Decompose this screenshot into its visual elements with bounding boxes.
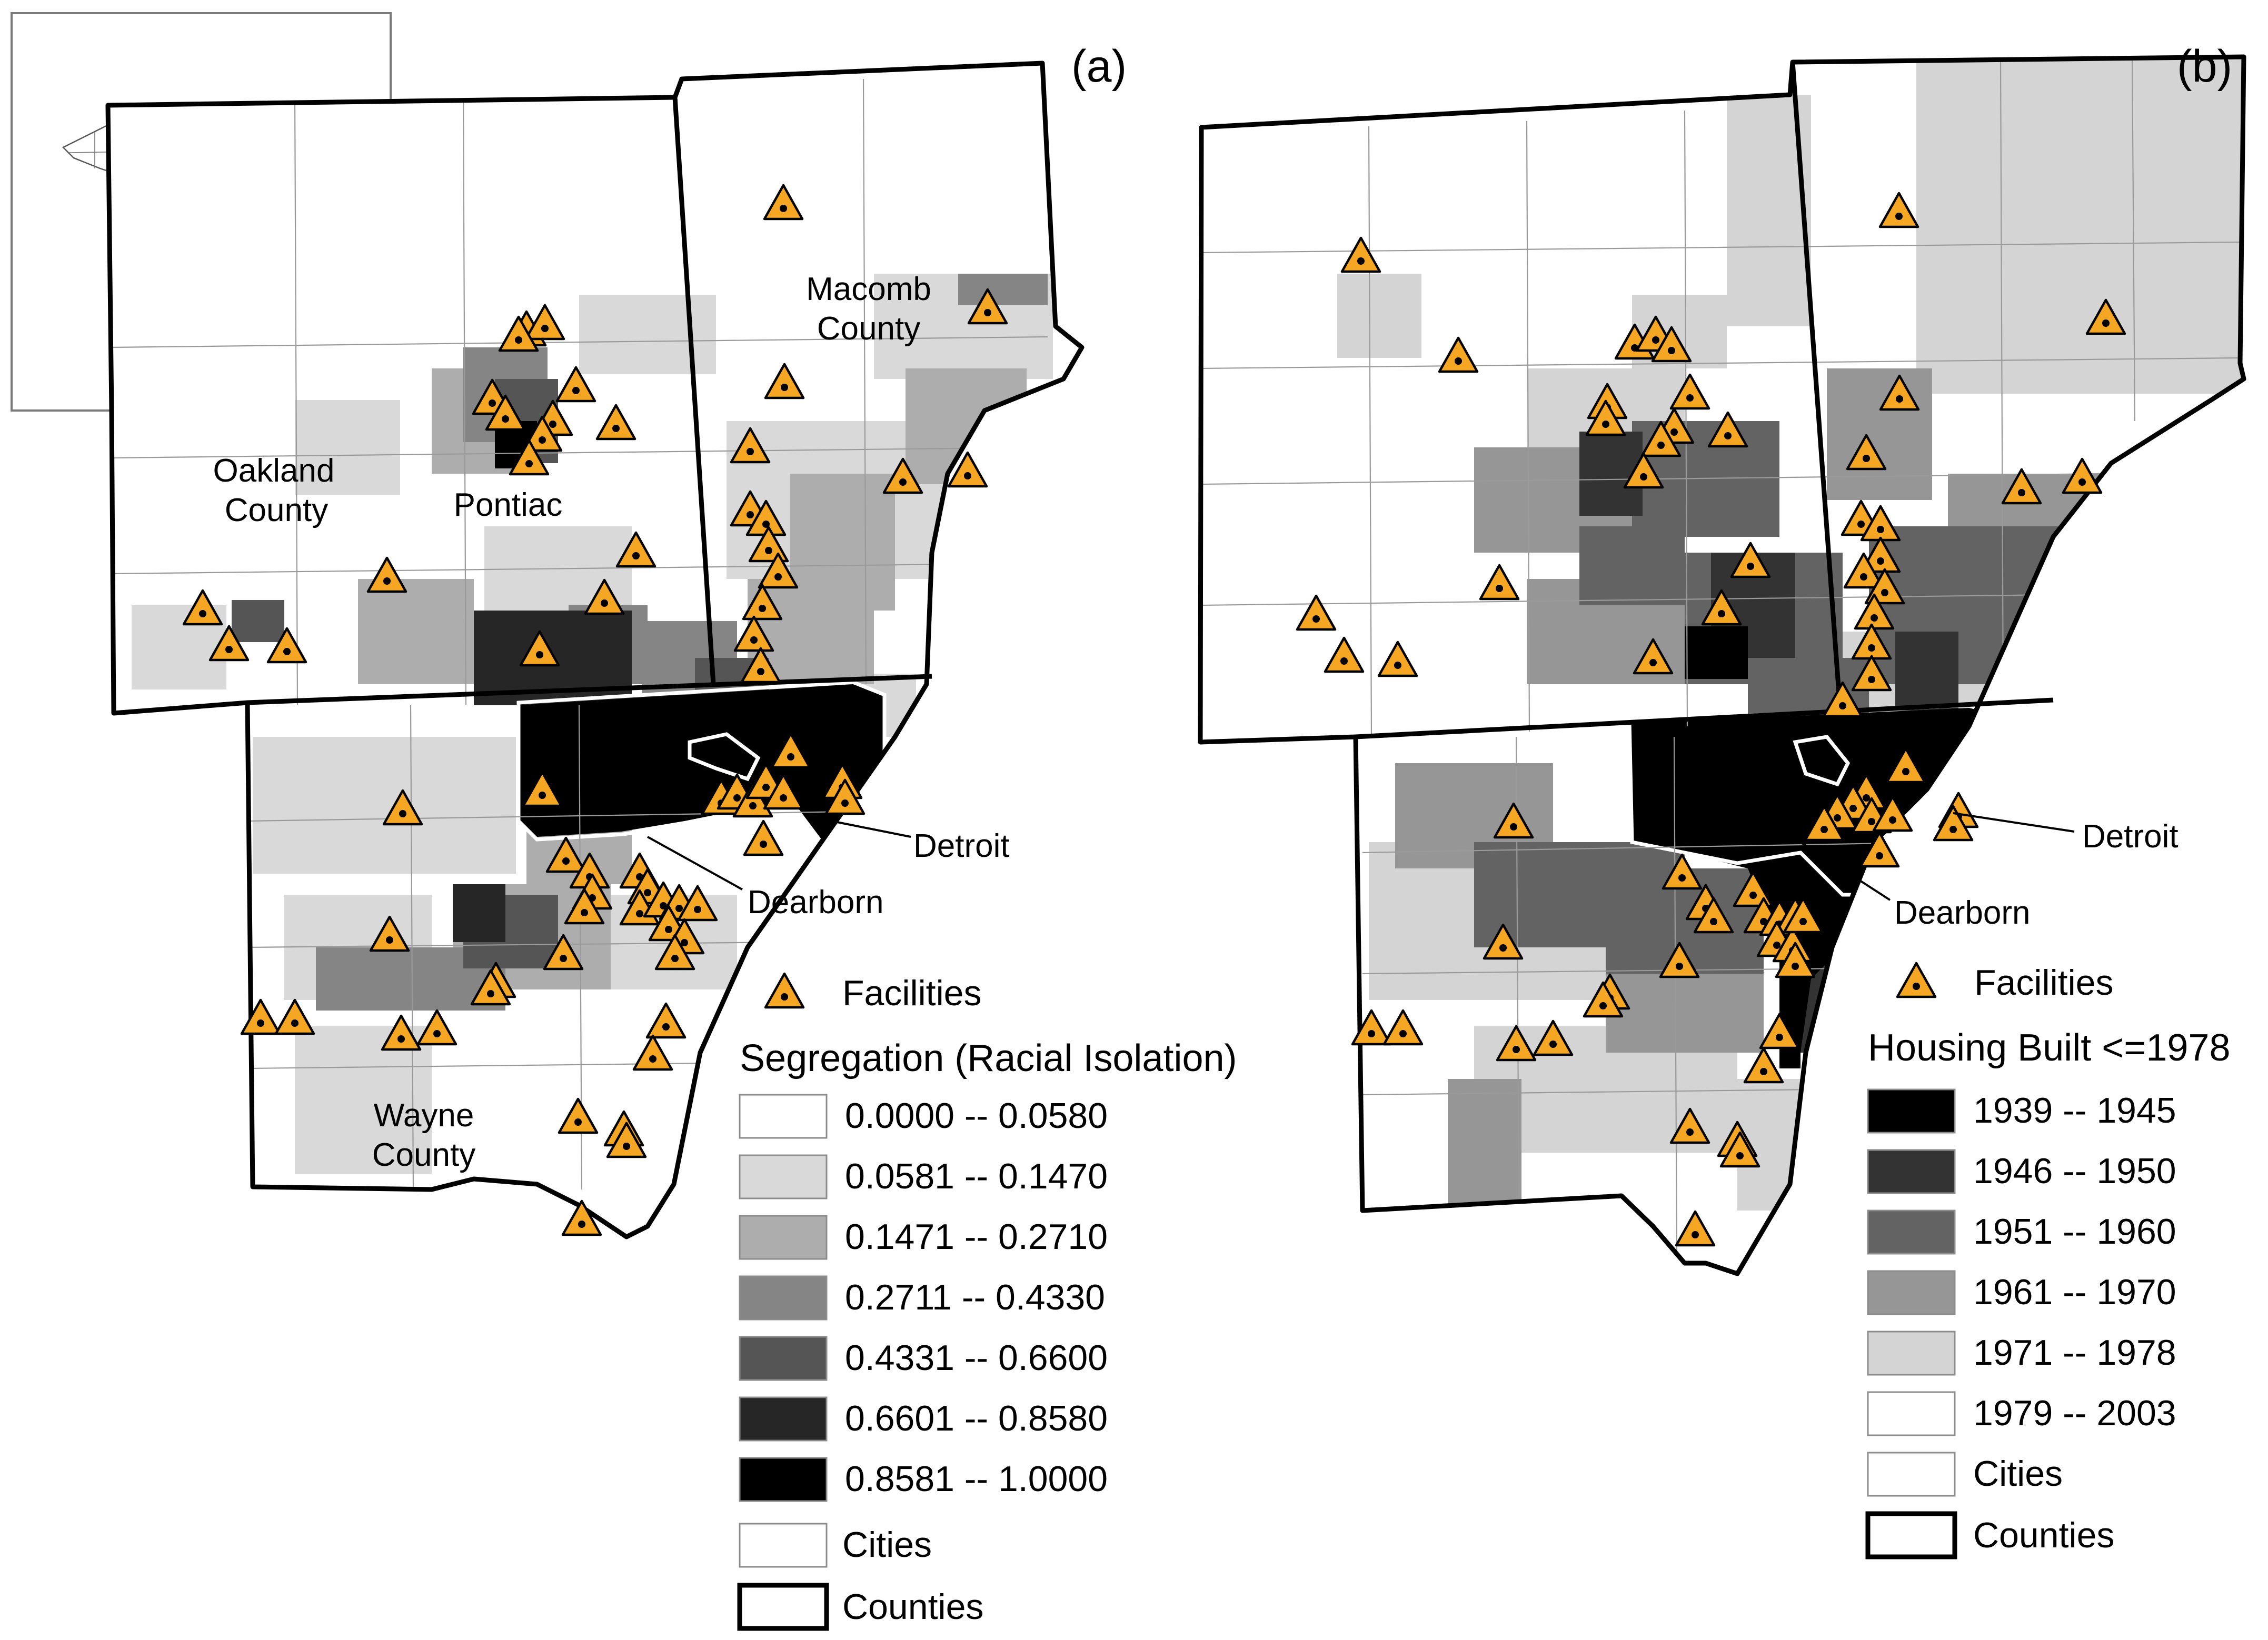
leader-dearborn-a [647,836,743,891]
leader-dearborn-b [1799,841,1891,901]
legend-label-a-4: 0.4331 -- 0.6600 [845,1338,1108,1378]
panel-a-tag: (a) [1071,41,1127,92]
label-dearborn-a: Dearborn [748,884,883,921]
legend-swatch-a-6 [739,1457,828,1502]
panel-a-county-boundaries [105,61,1085,1239]
leader-detroit-b [1953,812,2075,833]
legend-label-a-1: 0.0581 -- 0.1470 [845,1156,1108,1196]
legend-swatch-a-3 [739,1275,828,1321]
label-detroit-a: Detroit [913,828,1010,864]
legend-facilities-icon [1897,963,1935,997]
leader-detroit-a [831,820,911,838]
legend-facilities-label-a: Facilities [842,973,982,1013]
legend-swatch-a-0 [739,1094,828,1139]
legend-cities-label-a: Cities [842,1525,932,1565]
legend-cities-swatch-a [739,1523,828,1568]
legend-counties-swatch-b [1865,1511,1957,1559]
legend-label-a-6: 0.8581 -- 1.0000 [845,1459,1108,1499]
panel-b-labels: Detroit Dearborn [1799,812,2179,931]
legend-label-b-5: 1979 -- 2003 [1973,1393,2176,1433]
legend-label-a-3: 0.2711 -- 0.4330 [845,1277,1105,1317]
legend-swatch-a-4 [739,1336,828,1381]
panel-b-legend: Facilities Housing Built <=1978 1939 -- … [1865,963,2231,1559]
label-dearborn-b: Dearborn [1894,895,2030,931]
panel-b-tag: (b) [2177,41,2232,92]
legend-swatch-a-5 [739,1396,828,1442]
legend-swatch-b-3 [1867,1270,1956,1315]
legend-counties-swatch-a [737,1583,829,1631]
label-macomb-county: Macomb [806,271,931,307]
label-detroit-b: Detroit [2082,818,2179,855]
label-macomb-county-2: County [817,311,920,347]
legend-swatch-a-2 [739,1215,828,1260]
label-oakland-county: Oakland [213,453,335,489]
legend-swatch-b-4 [1867,1331,1956,1376]
legend-swatch-b-1 [1867,1149,1956,1194]
label-wayne-county-2: County [372,1137,475,1173]
legend-facilities-icon [765,974,803,1007]
legend-label-b-4: 1971 -- 1978 [1973,1333,2176,1373]
legend-label-a-5: 0.6601 -- 0.8580 [845,1398,1108,1438]
legend-title-b: Housing Built <=1978 [1868,1027,2231,1069]
detroit-old-housing [1629,708,2001,1053]
legend-swatch-a-1 [739,1154,828,1199]
panel-a-legend: Facilities Segregation (Racial Isolation… [737,973,1237,1631]
legend-label-b-0: 1939 -- 1945 [1973,1091,2176,1131]
legend-title-a: Segregation (Racial Isolation) [740,1037,1237,1079]
label-pontiac: Pontiac [454,487,563,523]
legend-label-a-0: 0.0000 -- 0.0580 [845,1096,1108,1136]
legend-cities-swatch-b [1867,1452,1956,1497]
legend-counties-label-a: Counties [842,1587,983,1627]
legend-label-b-1: 1946 -- 1950 [1973,1151,2176,1191]
legend-facilities-label-b: Facilities [1974,963,2114,1003]
panel-a-labels: Oakland County Macomb County Pontiac Way… [213,271,1010,1173]
legend-swatch-b-0 [1867,1088,1956,1134]
legend-cities-label-b: Cities [1973,1454,2063,1494]
legend-swatch-b-5 [1867,1391,1956,1436]
legend-label-a-2: 0.1471 -- 0.2710 [845,1217,1108,1257]
label-wayne-county: Wayne [374,1097,474,1134]
legend-counties-label-b: Counties [1973,1515,2114,1555]
legend-swatch-b-2 [1867,1209,1956,1255]
label-oakland-county-2: County [225,492,328,528]
legend-label-b-2: 1951 -- 1960 [1973,1212,2176,1252]
legend-label-b-3: 1961 -- 1970 [1973,1272,2176,1312]
